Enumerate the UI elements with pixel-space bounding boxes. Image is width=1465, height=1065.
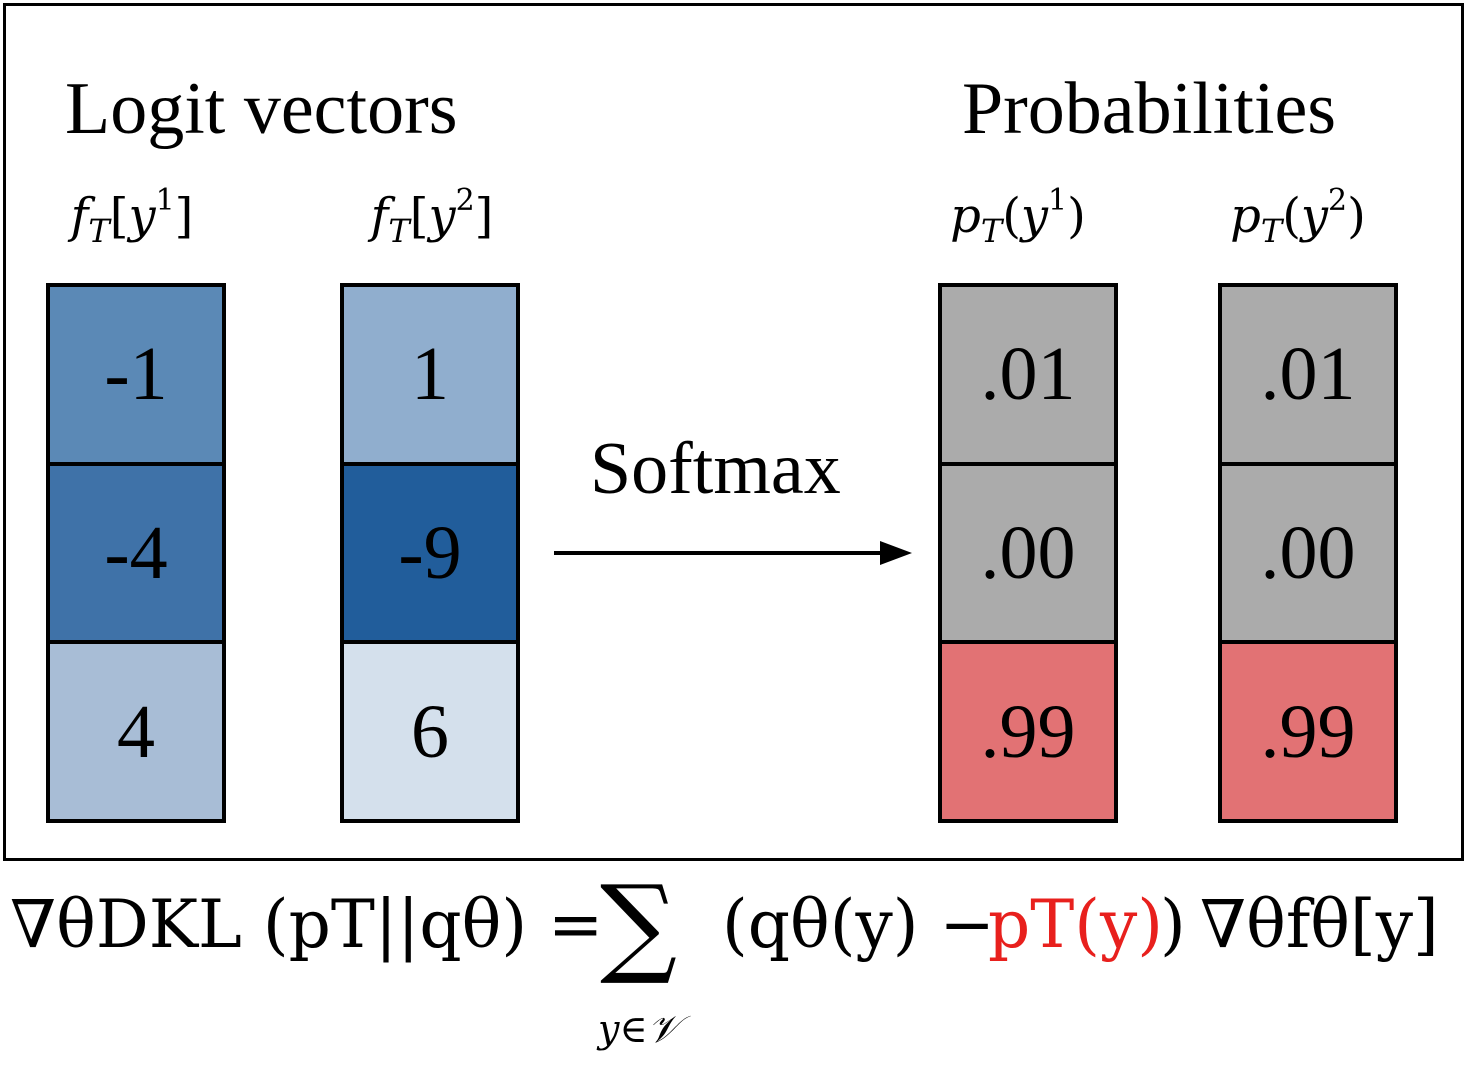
vector-cell: .01 <box>1222 287 1394 462</box>
vector-cell: -4 <box>50 461 222 641</box>
vector-cell: .00 <box>1222 461 1394 641</box>
formula-term-open: (qθ(y) − <box>722 886 995 963</box>
vector-cell: -1 <box>50 287 222 462</box>
vector-cell: .00 <box>942 461 1114 641</box>
softmax-label: Softmax <box>590 428 841 510</box>
sum-symbol: ∑ <box>600 863 678 988</box>
vector-cell: .99 <box>942 640 1114 820</box>
vector-cell: 1 <box>344 287 516 462</box>
logit-vectors-heading: Logit vectors <box>65 68 458 150</box>
softmax-arrow-icon <box>554 541 912 565</box>
probability-vector-2: .01 .00 .99 <box>1218 283 1398 823</box>
formula-lhs: ∇θDKL (pT||qθ) = <box>10 886 604 963</box>
vector-cell: 6 <box>344 640 516 820</box>
probabilities-heading: Probabilities <box>962 68 1337 150</box>
vector-label-teacher-prob-2: pT(y2) <box>1230 183 1366 250</box>
formula-term-close: ) <box>1160 886 1186 963</box>
formula-teacher-prob: pT(y) <box>988 886 1164 963</box>
kl-gradient-formula: ∇θDKL (pT||qθ) = ∑ y∈𝒱 (qθ(y) − pT(y) ) … <box>10 872 1460 1058</box>
vector-cell: 4 <box>50 640 222 820</box>
vector-label-teacher-logit-1: fT[y1] <box>70 183 194 250</box>
vector-label-teacher-logit-2: fT[y2] <box>370 183 494 250</box>
vector-cell: .01 <box>942 287 1114 462</box>
logit-vector-2: 1 -9 6 <box>340 283 520 823</box>
vector-cell: -9 <box>344 461 516 641</box>
formula-grad-tail: ∇θfθ[y] <box>1200 886 1439 963</box>
vector-cell: .99 <box>1222 640 1394 820</box>
sum-index: y∈𝒱 <box>598 1007 680 1051</box>
vector-label-teacher-prob-1: pT(y1) <box>950 183 1086 250</box>
diagram-frame <box>3 3 1464 861</box>
probability-vector-1: .01 .00 .99 <box>938 283 1118 823</box>
logit-vector-1: -1 -4 4 <box>46 283 226 823</box>
